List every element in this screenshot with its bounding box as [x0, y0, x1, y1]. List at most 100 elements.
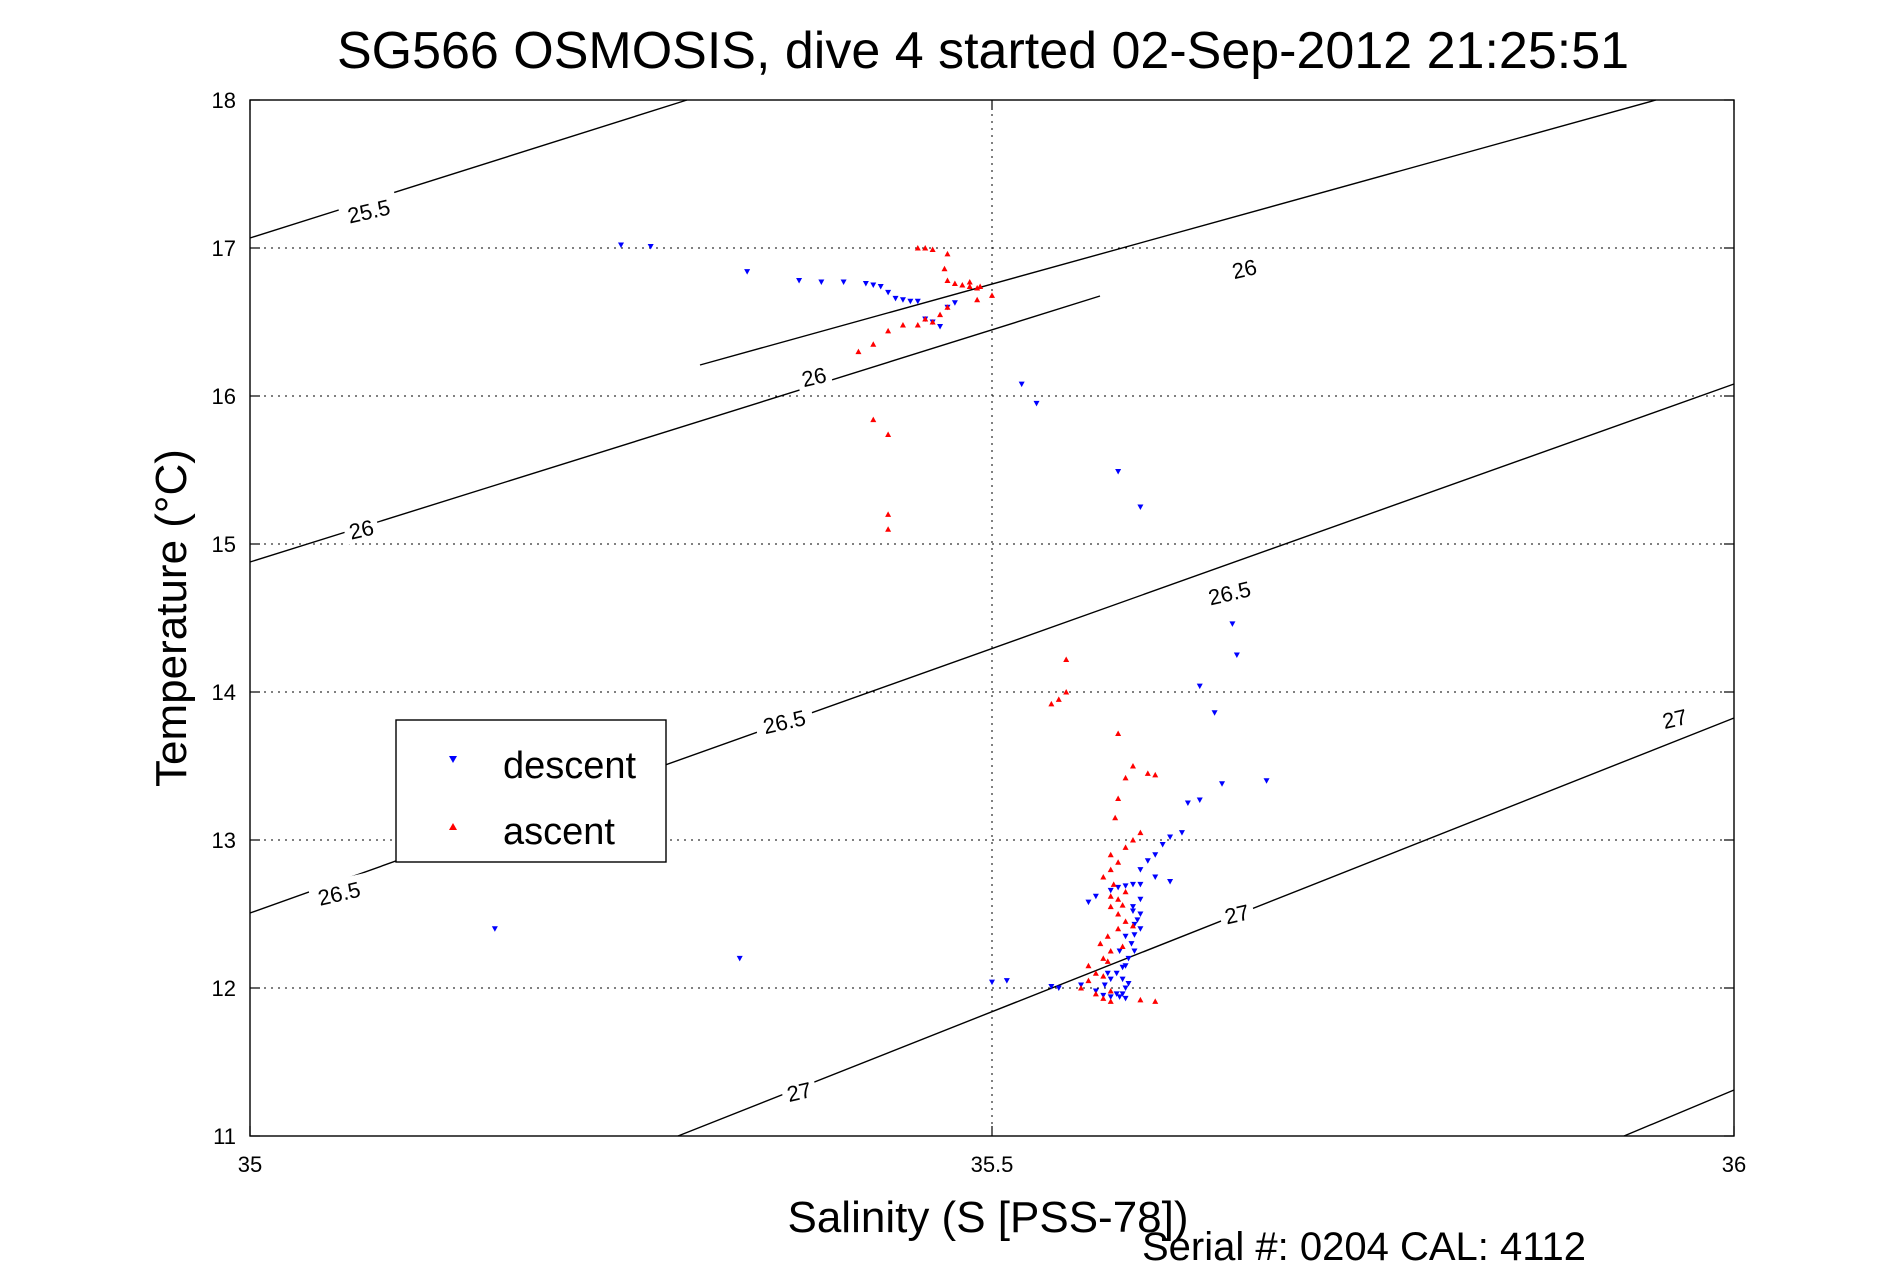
- descent-point: [1048, 984, 1055, 990]
- ascent-point: [1129, 837, 1136, 843]
- contour-label-bg: [752, 701, 816, 740]
- y-tick-label: 18: [212, 88, 236, 113]
- contour-label-bg: [1198, 572, 1261, 612]
- descent-point: [491, 926, 498, 932]
- contour-label-text: 26.5: [315, 877, 362, 911]
- descent-point: [1092, 893, 1099, 900]
- descent-point: [1128, 941, 1135, 947]
- ascent-point: [1107, 866, 1114, 873]
- contour-label-bg: [1217, 896, 1257, 930]
- contour-line-27-5: [1623, 1089, 1735, 1137]
- descent-point: [951, 300, 958, 306]
- ascent-point: [1107, 851, 1114, 858]
- descent-point: [1196, 797, 1203, 804]
- descent-point: [1107, 994, 1114, 1000]
- descent-point: [1122, 985, 1129, 991]
- descent-point: [1107, 887, 1114, 894]
- descent-point: [1122, 883, 1129, 889]
- ascent-point: [1063, 656, 1070, 662]
- ascent-point: [977, 283, 984, 289]
- descent-point: [818, 279, 825, 286]
- descent-point: [1167, 878, 1174, 885]
- descent-point: [1122, 933, 1129, 940]
- ascent-point: [1115, 730, 1122, 736]
- descent-point: [1137, 881, 1144, 888]
- ascent-point: [1122, 918, 1129, 924]
- descent-point: [1033, 400, 1040, 407]
- ascent-point: [966, 279, 973, 285]
- contour-label: 26: [341, 511, 381, 545]
- descent-point: [1137, 926, 1144, 932]
- descent-point: [1137, 911, 1144, 917]
- descent-point: [1211, 710, 1218, 716]
- ascent-point: [1104, 958, 1111, 964]
- y-tick-label: 15: [212, 532, 236, 557]
- descent-point: [744, 269, 751, 275]
- ascent-point: [1115, 896, 1122, 902]
- ascent-point: [1097, 940, 1104, 947]
- descent-point: [862, 281, 869, 287]
- contour-label-bg: [794, 359, 834, 393]
- ascent-point: [1063, 689, 1070, 695]
- y-tick-label: 12: [212, 976, 236, 1001]
- y-tick-label: 16: [212, 384, 236, 409]
- ascent-point: [870, 416, 877, 423]
- descent-point: [647, 244, 654, 250]
- contour-label: 27: [1217, 896, 1257, 930]
- descent-point: [1129, 908, 1136, 915]
- ascent-point: [1048, 700, 1055, 707]
- contour-line-26-upper: [699, 99, 1657, 366]
- contour-label-bg: [1654, 701, 1694, 735]
- ascent-point: [1144, 770, 1151, 776]
- contour-line-27: [677, 717, 1735, 1137]
- descent-point: [1233, 652, 1240, 658]
- descent-point: [870, 282, 877, 288]
- legend-ascent-label: ascent: [503, 811, 615, 853]
- descent-point: [1113, 970, 1120, 977]
- ascent-point: [885, 526, 892, 532]
- descent-point: [1122, 995, 1129, 1002]
- descent-point: [877, 283, 884, 290]
- contour-label-bg: [337, 190, 400, 230]
- descent-point: [1184, 800, 1191, 806]
- ascent-point: [1055, 696, 1062, 702]
- contour-label-text: 26.5: [761, 705, 808, 739]
- ascent-point: [1115, 925, 1122, 932]
- contour-label-text: 26: [1230, 254, 1259, 284]
- ascent-point: [1115, 795, 1122, 802]
- ascent-point: [1137, 996, 1144, 1003]
- descent-point: [1003, 978, 1010, 984]
- x-tick-label: 36: [1722, 1152, 1746, 1177]
- ascent-point: [922, 245, 929, 251]
- axis-ticks: 11 12 13 14 15 16 17 18 35 35.5 36: [212, 88, 1747, 1177]
- contour-label-text: 27: [784, 1077, 813, 1107]
- descent-point: [1115, 884, 1122, 891]
- descent-point: [914, 298, 921, 305]
- ascent-point: [1100, 955, 1107, 961]
- contour-label-text: 26.5: [1206, 576, 1253, 610]
- descent-point: [1152, 874, 1159, 880]
- ascent-point: [1137, 829, 1144, 836]
- ascent-point: [944, 277, 951, 284]
- ascent-point: [1100, 874, 1107, 880]
- descent-point: [1125, 955, 1132, 962]
- ascent-point: [1107, 948, 1114, 954]
- x-tick-label: 35.5: [971, 1152, 1014, 1177]
- contour-label-text: 27: [1660, 704, 1689, 734]
- contour-label: 26.5: [1198, 572, 1261, 612]
- ascent-point: [1104, 933, 1111, 939]
- legend-box: [395, 719, 667, 863]
- descent-point: [1196, 683, 1203, 690]
- contour-label-text: 26: [347, 515, 376, 545]
- descent-point: [1219, 781, 1226, 787]
- ascent-point: [1119, 943, 1126, 950]
- descent-point: [1131, 948, 1138, 954]
- legend-descent-label: descent: [503, 745, 637, 787]
- ascent-point: [1152, 771, 1159, 778]
- descent-point: [1137, 504, 1144, 510]
- contour-labels: 25.5 26 26 26 26.5 26.5 26.5 27 27 27: [307, 190, 1694, 1108]
- ascent-point: [1122, 888, 1129, 895]
- ascent-point: [1107, 987, 1114, 994]
- grid-lines: [250, 100, 1734, 1136]
